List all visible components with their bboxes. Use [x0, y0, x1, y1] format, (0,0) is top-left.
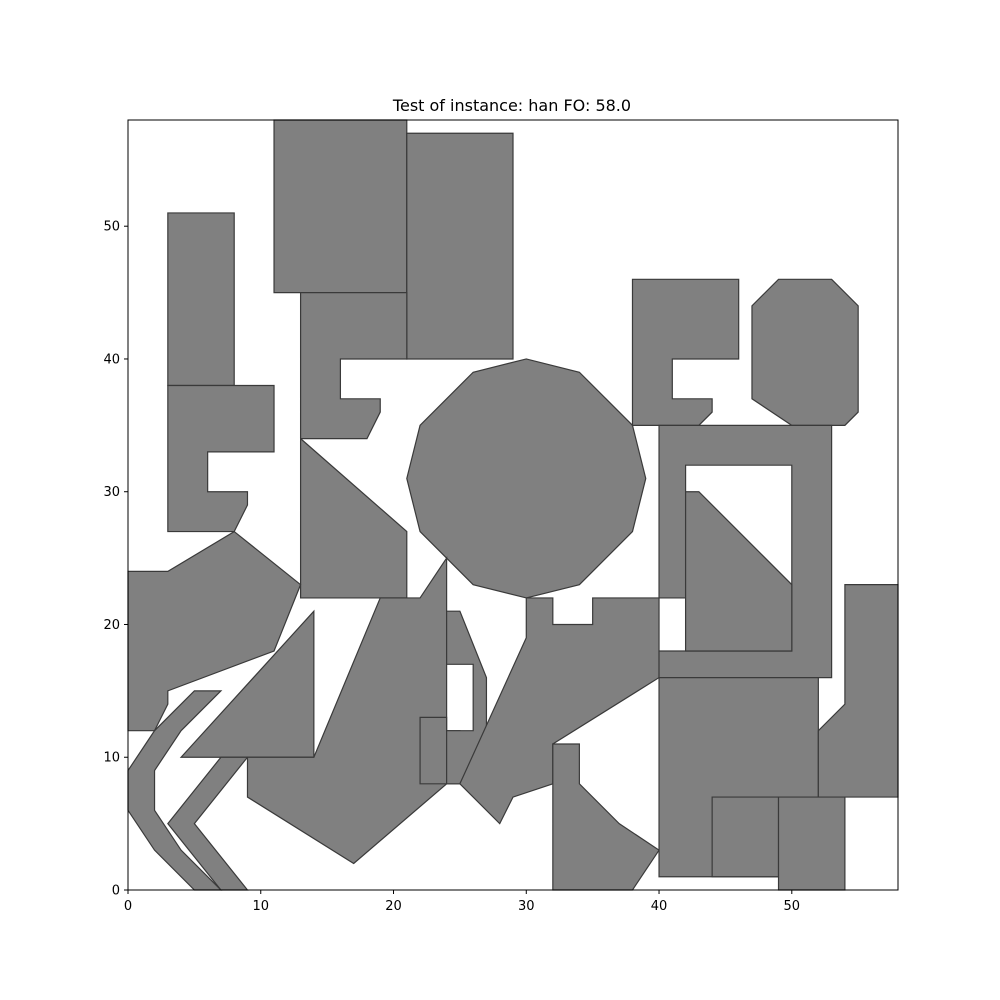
polygon-bar-left	[167, 212, 235, 387]
chart-title: Test of instance: han FO: 58.0	[392, 96, 631, 115]
polygon-pentagon-left	[127, 530, 302, 732]
x-tick-label: 0	[124, 899, 132, 914]
y-tick-label: 10	[103, 751, 120, 766]
polygon-c-shape-middle	[299, 291, 408, 440]
polygon-c-shape-right	[631, 278, 740, 426]
polygon-octagon-right	[751, 278, 859, 426]
polygon-arrow-piece-center	[459, 597, 660, 825]
polygon-pentagon-bottom	[552, 743, 660, 891]
polygon-c-shape-left	[167, 384, 275, 533]
polygon-square-bottom-right-b	[777, 796, 846, 891]
polygon-hexagon-lower	[246, 556, 448, 865]
y-tick-label: 40	[103, 352, 120, 367]
polygon-rect-top-right	[406, 132, 514, 360]
y-tick-label: 50	[103, 220, 120, 235]
x-tick-label: 10	[252, 899, 269, 914]
y-axis: 0 10 20 30 40 50	[103, 220, 128, 899]
polygon-trapezoid-middle	[299, 437, 408, 599]
y-tick-label: 0	[112, 884, 120, 899]
polygon-trapezoid-right	[684, 491, 793, 652]
y-tick-label: 30	[103, 485, 120, 500]
x-axis: 0 10 20 30 40 50	[124, 890, 800, 914]
x-tick-label: 30	[518, 899, 535, 914]
plot-frame	[127, 119, 899, 891]
x-tick-label: 20	[385, 899, 402, 914]
polygon-pieces	[127, 119, 899, 891]
polygon-rect-top-left	[273, 119, 408, 294]
x-tick-label: 40	[651, 899, 668, 914]
x-tick-label: 50	[784, 899, 801, 914]
y-tick-label: 20	[103, 618, 120, 633]
polygon-square-bottom-right-a	[711, 796, 780, 878]
polygon-dodecagon-center	[406, 358, 647, 599]
